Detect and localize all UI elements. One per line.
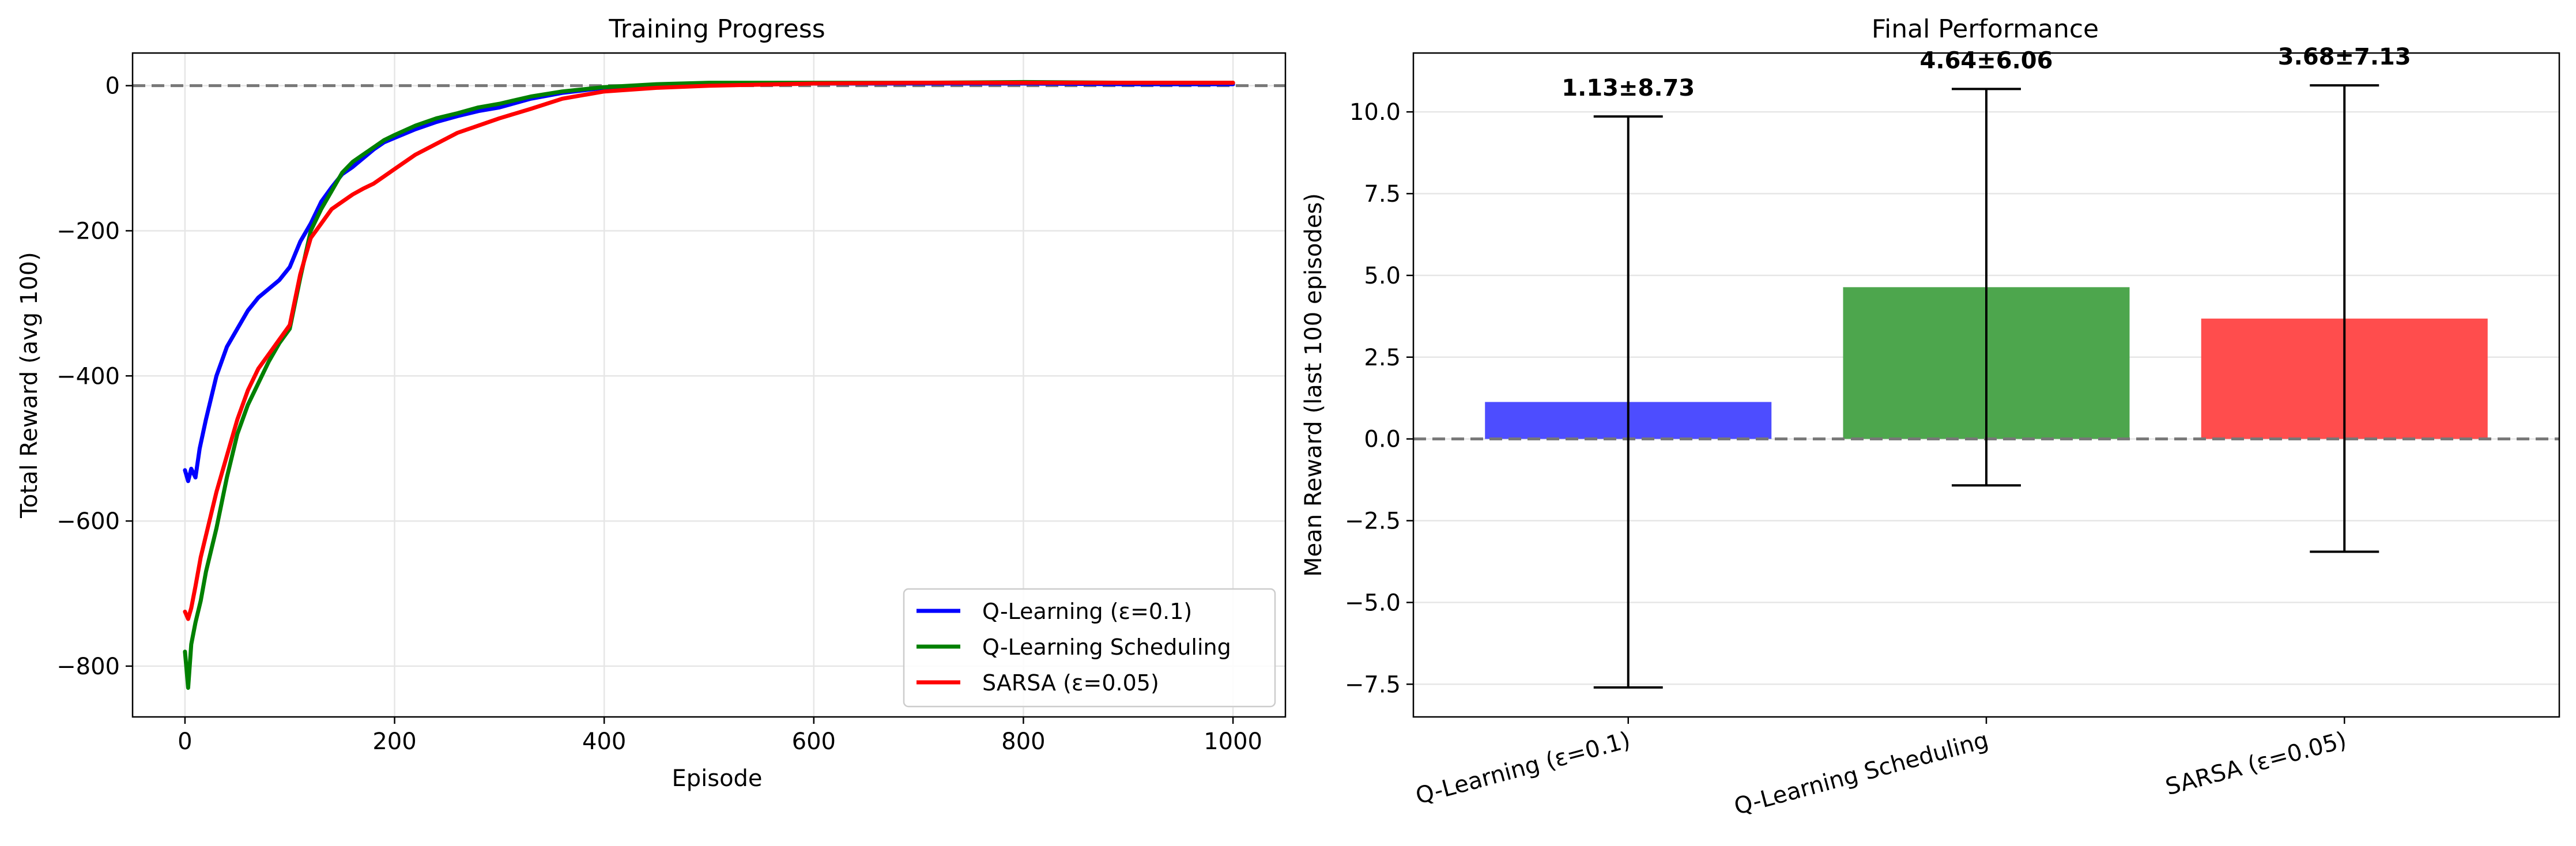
value-label-q-learning-0-1: 1.13±8.73: [1562, 75, 1695, 101]
error-bar-q-learning-0-1: [1593, 115, 1663, 689]
left-y-tick-label: 0: [105, 73, 120, 100]
left-x-tick-label: 400: [582, 728, 626, 755]
left-x-tick-label: 1000: [1204, 728, 1262, 755]
right-tick-labels: −7.5 −5.0 −2.5 0.0 2.5 5.0 7.5 10.0 Q-Learning (…: [1345, 99, 2349, 820]
left-series-lines: [183, 80, 1235, 690]
legend-box: [903, 588, 1276, 708]
series-line-sarsa-0-05: [183, 81, 1235, 621]
right-chart-title: Final Performance: [1872, 14, 2099, 44]
value-label-q-learning-scheduling: 4.64±6.06: [1920, 47, 2053, 74]
left-x-tick-label: 800: [1001, 728, 1045, 755]
training-progress-panel: Training Progress 0 200 400 600 800 1000 −800 −…: [16, 14, 1287, 792]
left-legend: Q-Learning (ε=0.1) Q-Learning Scheduling…: [903, 588, 1276, 708]
left-chart-title: Training Progress: [608, 14, 825, 44]
right-y-tick-label: 2.5: [1364, 345, 1401, 371]
legend-label-q-learning: Q-Learning (ε=0.1): [982, 599, 1192, 624]
right-y-tick-label: −5.0: [1345, 590, 1401, 616]
left-y-tick-label: −800: [56, 654, 120, 680]
left-axes-frame: [131, 52, 1287, 718]
right-y-tick-label: 7.5: [1364, 181, 1401, 207]
left-y-tick-label: −200: [56, 218, 120, 244]
value-label-sarsa-0-05: 3.68±7.13: [2278, 44, 2411, 70]
left-x-tick-label: 200: [372, 728, 416, 755]
final-performance-panel: Final Performance −7.5 −5.0 −2.5 0.0 2.5 5.0 7…: [1300, 14, 2560, 820]
series-line-q-learning-0-1: [183, 81, 1235, 484]
right-x-tick-label: Q-Learning (ε=0.1): [1413, 727, 1633, 810]
error-bar-q-learning-scheduling: [1952, 88, 2021, 487]
right-y-tick-label: 10.0: [1349, 99, 1401, 126]
legend-label-q-learning-scheduling: Q-Learning Scheduling: [982, 634, 1231, 660]
right-y-tick-label: 0.0: [1364, 426, 1401, 453]
left-y-tick-label: −600: [56, 508, 120, 535]
right-y-tick-label: −2.5: [1345, 508, 1401, 535]
left-y-tick-label: −400: [56, 363, 120, 390]
right-error-bars: [1593, 84, 2379, 689]
series-line-q-learning-scheduling: [183, 80, 1235, 690]
right-value-labels: 1.13±8.73 4.64±6.06 3.68±7.13: [1562, 44, 2411, 101]
right-x-tick-label: SARSA (ε=0.05): [2163, 727, 2349, 800]
left-x-tick-label: 600: [792, 728, 836, 755]
right-y-axis-label: Mean Reward (last 100 episodes): [1300, 193, 1327, 577]
right-y-tick-label: 5.0: [1364, 263, 1401, 289]
left-tick-labels: 0 200 400 600 800 1000 −800 −600 −400 −200 0: [56, 73, 1262, 755]
left-x-tick-label: 0: [178, 728, 192, 755]
right-y-tick-label: −7.5: [1345, 671, 1401, 698]
right-x-tick-label: Q-Learning Scheduling: [1732, 727, 1992, 820]
left-x-axis-label: Episode: [672, 765, 762, 792]
left-y-axis-label: Total Reward (avg 100): [16, 252, 43, 519]
legend-label-sarsa: SARSA (ε=0.05): [982, 670, 1159, 696]
error-bar-sarsa-0-05: [2310, 84, 2379, 553]
